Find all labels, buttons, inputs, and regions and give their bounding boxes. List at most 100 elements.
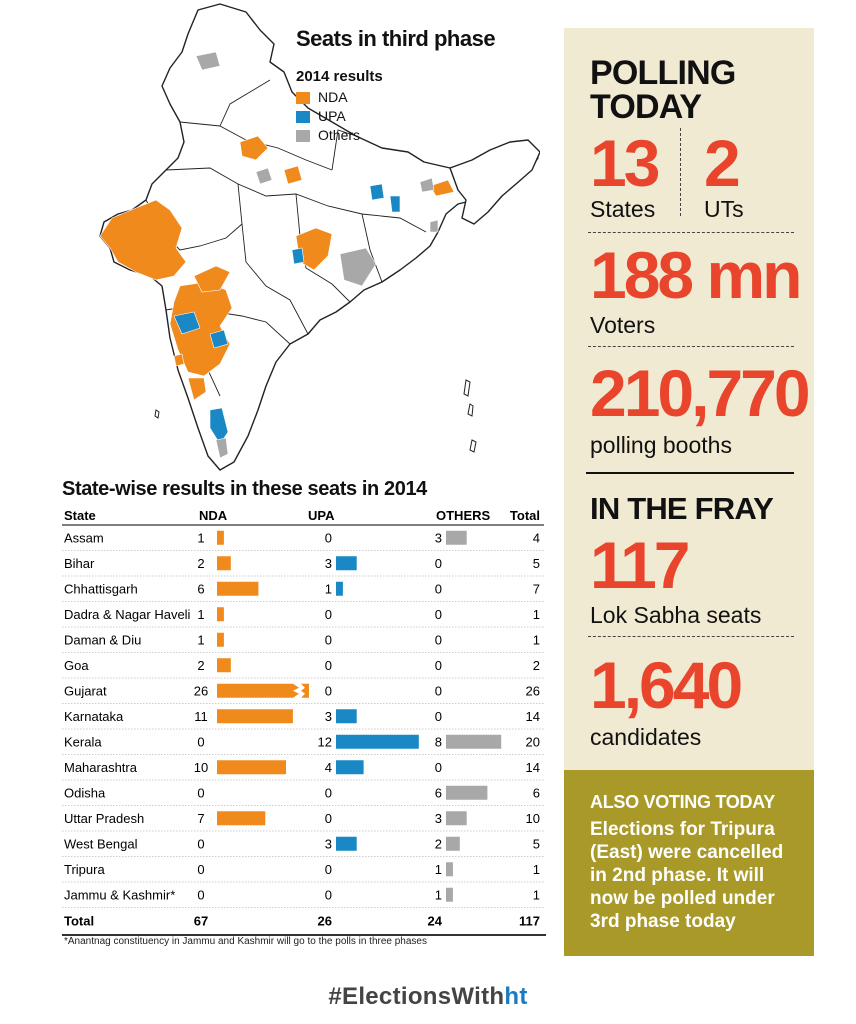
header-total: Total bbox=[510, 508, 540, 523]
legend-item-others: Others bbox=[296, 126, 383, 145]
row-upa-value: 0 bbox=[325, 887, 332, 902]
row-total-value: 1 bbox=[533, 887, 540, 902]
total-upa: 26 bbox=[318, 914, 332, 929]
total-others: 24 bbox=[428, 914, 443, 929]
in-the-fray-heading: IN THE FRAY bbox=[590, 491, 774, 526]
row-state-label: Uttar Pradesh bbox=[64, 811, 144, 826]
row-nda-bar bbox=[217, 607, 224, 622]
kerala-upa-region bbox=[209, 407, 229, 445]
row-nda-value: 1 bbox=[197, 530, 204, 545]
legend-item-upa: UPA bbox=[296, 107, 383, 126]
row-nda-value: 7 bbox=[197, 811, 204, 826]
row-upa-value: 0 bbox=[325, 632, 332, 647]
legend-swatch-nda bbox=[296, 91, 310, 104]
row-others-value: 0 bbox=[435, 709, 442, 724]
booths-label: polling booths bbox=[590, 432, 732, 458]
row-total-value: 1 bbox=[533, 632, 540, 647]
row-others-value: 6 bbox=[435, 785, 442, 800]
polling-today-heading: POLLING TODAY bbox=[590, 54, 736, 126]
row-nda-bar bbox=[217, 683, 299, 698]
legend-label-nda: NDA bbox=[318, 89, 348, 105]
row-nda-value: 26 bbox=[194, 683, 208, 698]
row-upa-bar bbox=[336, 709, 357, 724]
row-upa-value: 0 bbox=[325, 811, 332, 826]
row-nda-value: 2 bbox=[197, 658, 204, 673]
india-map-svg bbox=[99, 3, 541, 471]
row-others-bar bbox=[446, 836, 460, 851]
row-upa-value: 3 bbox=[325, 836, 332, 851]
row-upa-value: 12 bbox=[318, 734, 332, 749]
row-others-value: 0 bbox=[435, 683, 442, 698]
total-total: 117 bbox=[519, 914, 540, 929]
row-nda-value: 0 bbox=[197, 862, 204, 877]
candidates-label: candidates bbox=[590, 724, 702, 750]
lakshadweep-islands bbox=[154, 409, 160, 419]
row-total-value: 1 bbox=[533, 607, 540, 622]
seats-label: Lok Sabha seats bbox=[590, 602, 762, 628]
divider-3 bbox=[588, 636, 794, 637]
row-state-label: Kerala bbox=[64, 734, 102, 749]
states-label: States bbox=[590, 196, 656, 222]
row-total-value: 20 bbox=[526, 734, 540, 749]
bihar-upa-region bbox=[369, 183, 385, 201]
row-others-bar bbox=[446, 785, 488, 800]
row-upa-value: 0 bbox=[325, 530, 332, 545]
row-state-label: Dadra & Nagar Haveli bbox=[64, 607, 191, 622]
row-state-label: West Bengal bbox=[64, 836, 138, 851]
india-map bbox=[70, 0, 541, 480]
row-state-label: Jammu & Kashmir* bbox=[64, 887, 175, 902]
candidates-count: 1,640 bbox=[590, 648, 743, 722]
legend-swatch-upa bbox=[296, 110, 310, 123]
assam-region bbox=[429, 179, 455, 197]
header-state: State bbox=[64, 508, 96, 523]
uts-count: 2 bbox=[704, 126, 741, 200]
row-state-label: Odisha bbox=[64, 785, 106, 800]
total-nda: 67 bbox=[194, 914, 208, 929]
row-others-bar bbox=[446, 530, 467, 545]
row-nda-value: 0 bbox=[197, 785, 204, 800]
total-row-label: Total bbox=[64, 914, 94, 929]
row-others-bar bbox=[446, 811, 467, 826]
also-voting-title: ALSO VOTING TODAY bbox=[590, 792, 775, 812]
row-nda-bar bbox=[217, 632, 224, 647]
row-total-value: 1 bbox=[533, 862, 540, 877]
row-nda-value: 1 bbox=[197, 632, 204, 647]
karnataka-region bbox=[187, 377, 207, 401]
legend-item-nda: NDA bbox=[296, 88, 383, 107]
row-others-bar bbox=[446, 862, 453, 877]
seats-count: 117 bbox=[590, 528, 690, 602]
legend-title: 2014 results bbox=[296, 68, 383, 85]
row-nda-bar bbox=[217, 530, 224, 545]
divider-2 bbox=[588, 346, 794, 347]
maharashtra-upa-region bbox=[173, 311, 201, 335]
booths-count: 210,770 bbox=[590, 356, 811, 430]
row-state-label: Assam bbox=[64, 530, 104, 545]
row-total-value: 7 bbox=[533, 581, 540, 596]
row-total-value: 4 bbox=[533, 530, 540, 545]
table-bottom-rule bbox=[62, 934, 546, 936]
voters-count: 188 mn bbox=[590, 238, 802, 312]
odisha-others-region bbox=[339, 247, 377, 287]
table-footnote: *Anantnag constituency in Jammu and Kash… bbox=[64, 936, 427, 947]
row-upa-value: 0 bbox=[325, 658, 332, 673]
map-title: Seats in third phase bbox=[296, 26, 496, 51]
row-nda-value: 0 bbox=[197, 734, 204, 749]
row-total-value: 5 bbox=[533, 836, 540, 851]
assam-others-region bbox=[419, 177, 435, 193]
row-others-value: 3 bbox=[435, 530, 442, 545]
hashtag-ht: ht bbox=[504, 983, 528, 1010]
uts-label: UTs bbox=[704, 196, 744, 222]
row-total-value: 14 bbox=[526, 760, 540, 775]
row-upa-bar bbox=[336, 836, 357, 851]
row-upa-value: 0 bbox=[325, 683, 332, 698]
row-state-label: Tripura bbox=[64, 862, 105, 877]
header-upa: UPA bbox=[308, 508, 335, 523]
map-legend: 2014 results NDA UPA Others bbox=[296, 68, 383, 145]
row-nda-value: 0 bbox=[197, 887, 204, 902]
row-upa-bar bbox=[336, 556, 357, 571]
row-upa-value: 3 bbox=[325, 556, 332, 571]
row-others-value: 0 bbox=[435, 632, 442, 647]
row-nda-value: 10 bbox=[194, 760, 208, 775]
row-state-label: Goa bbox=[64, 658, 89, 673]
